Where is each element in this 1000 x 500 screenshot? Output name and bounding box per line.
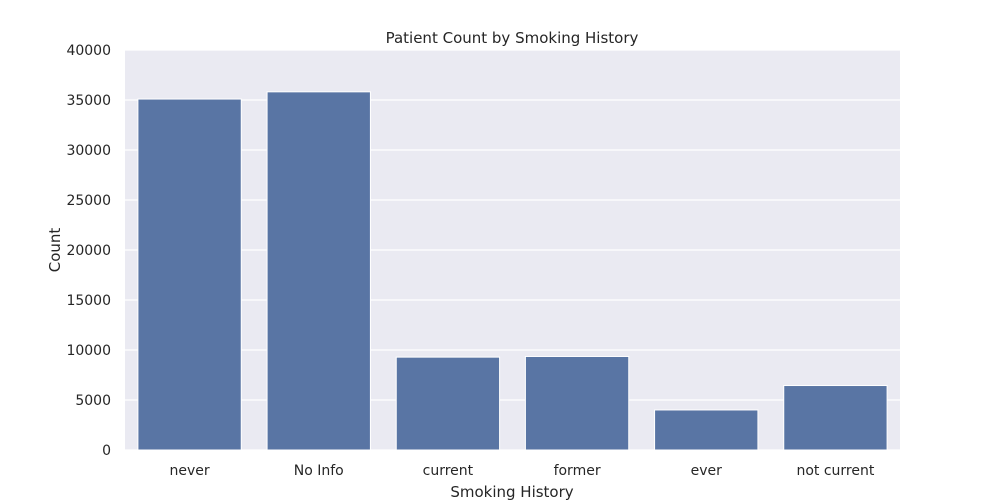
bar-former	[524, 355, 630, 451]
y-tick-label: 5000	[75, 393, 111, 409]
y-tick-label: 0	[102, 443, 111, 459]
x-tick-label: No Info	[294, 463, 344, 479]
x-axis-label: Smoking History	[450, 483, 573, 500]
y-tick-label: 15000	[66, 293, 111, 309]
x-tick-label: ever	[691, 463, 723, 479]
x-axis-ticks: never No Info current former ever not current	[170, 463, 875, 479]
bar-ever	[654, 409, 759, 451]
bar-never	[137, 98, 242, 451]
x-tick-label: never	[170, 463, 210, 479]
x-tick-label: not current	[796, 463, 874, 479]
y-tick-label: 30000	[66, 143, 111, 159]
y-tick-label: 35000	[66, 93, 111, 109]
x-tick-label: current	[423, 463, 474, 479]
y-axis-label: Count	[46, 228, 64, 273]
x-tick-label: former	[554, 463, 601, 479]
bar-no-info	[266, 91, 371, 451]
y-tick-label: 20000	[66, 243, 111, 259]
y-tick-label: 10000	[66, 343, 111, 359]
bar-not-current	[783, 385, 888, 451]
bar-current	[395, 356, 501, 451]
y-tick-label: 40000	[66, 43, 111, 59]
y-axis-ticks: 0 5000 10000 15000 20000 25000 30000 35000 40000	[66, 43, 111, 459]
chart-title: Patient Count by Smoking History	[386, 29, 639, 47]
bars	[137, 91, 888, 451]
y-tick-label: 25000	[66, 193, 111, 209]
grid-lines	[125, 49, 900, 451]
